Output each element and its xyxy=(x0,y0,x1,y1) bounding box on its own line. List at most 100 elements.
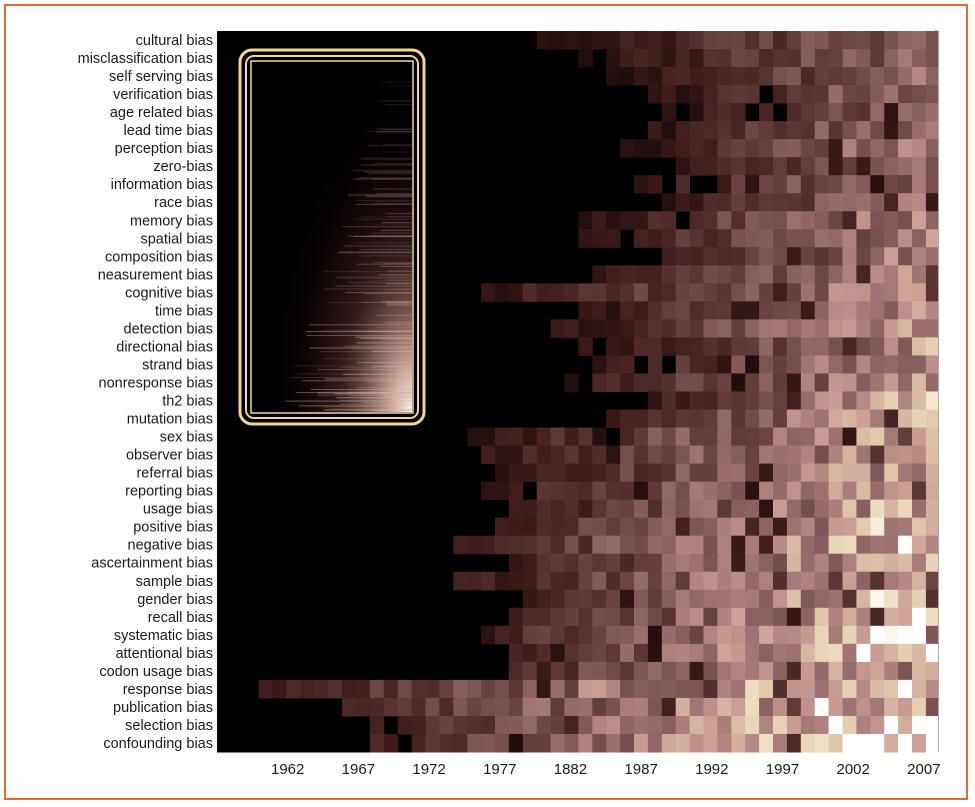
heatmap-cell xyxy=(745,625,760,645)
heatmap-cell xyxy=(592,499,607,519)
heatmap-cell xyxy=(731,373,746,392)
heatmap-cell xyxy=(773,481,788,501)
heatmap-cell xyxy=(800,409,816,429)
heatmap-cell xyxy=(606,661,621,681)
highlight-streak xyxy=(386,283,412,285)
heatmap-cell xyxy=(773,31,788,50)
heatmap-cell xyxy=(564,697,579,717)
heatmap-cell xyxy=(675,535,691,555)
heatmap-cell xyxy=(800,589,816,609)
heatmap-cell xyxy=(925,229,938,248)
heatmap-cell xyxy=(703,391,718,411)
row-label: information bias xyxy=(111,177,213,193)
row-label: zero-bias xyxy=(153,159,213,175)
heatmap-cell xyxy=(661,445,677,465)
heatmap-cell xyxy=(661,337,677,356)
heatmap-cell xyxy=(661,193,677,212)
heatmap-cell xyxy=(620,661,635,681)
highlight-streak xyxy=(336,397,412,399)
heatmap-cell xyxy=(647,481,663,501)
heatmap-cell xyxy=(564,445,579,465)
heatmap-cell xyxy=(675,175,691,194)
heatmap-cell xyxy=(814,193,830,212)
highlight-streak xyxy=(366,381,412,383)
heatmap-cell xyxy=(620,715,635,735)
heatmap-cell xyxy=(925,517,938,537)
heatmap-cell xyxy=(828,319,843,338)
heatmap-cell xyxy=(647,391,663,411)
heatmap-cell xyxy=(508,517,524,537)
heatmap-cell xyxy=(634,499,649,519)
heatmap-cell xyxy=(703,265,718,284)
heatmap-cell xyxy=(912,643,927,663)
heatmap-cell xyxy=(661,463,677,483)
heatmap-cell xyxy=(925,139,938,158)
heatmap-cell xyxy=(550,643,565,663)
heatmap-cell xyxy=(647,265,663,284)
highlight-streak xyxy=(298,405,412,407)
heatmap-cell xyxy=(550,733,565,753)
heatmap-cell xyxy=(925,499,938,519)
heatmap-cell xyxy=(842,427,857,447)
row-label: nonresponse bias xyxy=(99,375,213,391)
heatmap-cell xyxy=(578,589,593,609)
heatmap-cell xyxy=(800,157,816,176)
heatmap-cell xyxy=(675,391,691,411)
heatmap-cell xyxy=(564,499,579,519)
heatmap-cell xyxy=(661,571,677,591)
heatmap-cell xyxy=(842,409,857,429)
heatmap-cell xyxy=(634,49,649,68)
heatmap-cell xyxy=(884,481,899,501)
heatmap-cell xyxy=(925,625,938,645)
heatmap-cell xyxy=(578,679,593,699)
heatmap-cell xyxy=(759,67,774,86)
heatmap-cell xyxy=(383,733,399,753)
heatmap-cell xyxy=(800,481,816,501)
heatmap-cell xyxy=(703,355,718,374)
heatmap-cell xyxy=(856,247,871,266)
heatmap-cell xyxy=(745,571,760,591)
heatmap-cell xyxy=(786,481,802,501)
highlight-streak xyxy=(377,380,412,382)
heatmap-cell xyxy=(272,679,287,699)
heatmap-cell xyxy=(634,715,649,735)
heatmap-cell xyxy=(898,571,913,591)
heatmap-cell xyxy=(912,427,927,447)
heatmap-cell xyxy=(717,463,732,483)
highlight-streak xyxy=(338,252,412,254)
heatmap-cell xyxy=(898,319,913,338)
heatmap-cell xyxy=(550,283,565,302)
highlight-streak xyxy=(374,355,412,357)
heatmap-cell xyxy=(800,175,816,194)
heatmap-cell xyxy=(773,211,788,230)
heatmap-cell xyxy=(647,301,663,320)
heatmap-cell xyxy=(842,391,857,411)
heatmap-cell xyxy=(647,499,663,519)
heatmap-cell xyxy=(634,373,649,392)
x-tick-label: 1882 xyxy=(554,761,587,778)
highlight-streak xyxy=(386,85,412,87)
heatmap-cell xyxy=(912,211,927,230)
highlight-streak xyxy=(296,373,412,375)
heatmap-cell xyxy=(842,463,857,483)
heatmap-cell xyxy=(703,373,718,392)
heatmap-cell xyxy=(689,157,704,176)
heatmap-cell xyxy=(342,679,357,699)
heatmap-cell xyxy=(925,355,938,374)
heatmap-cell xyxy=(814,391,830,411)
heatmap-cell xyxy=(745,31,760,50)
heatmap-cell xyxy=(675,193,691,212)
heatmap-cell xyxy=(925,571,938,591)
highlight-streak xyxy=(367,337,412,339)
heatmap-cell xyxy=(397,679,413,699)
heatmap-cell xyxy=(647,445,663,465)
heatmap-cell xyxy=(856,661,871,681)
row-label: time bias xyxy=(155,303,213,319)
heatmap-cell xyxy=(536,553,552,573)
heatmap-cell xyxy=(536,283,552,302)
heatmap-cell xyxy=(773,409,788,429)
heatmap-cell xyxy=(703,607,718,627)
heatmap-cell xyxy=(634,31,649,50)
row-label: reporting bias xyxy=(125,484,213,500)
heatmap-cell xyxy=(717,337,732,356)
